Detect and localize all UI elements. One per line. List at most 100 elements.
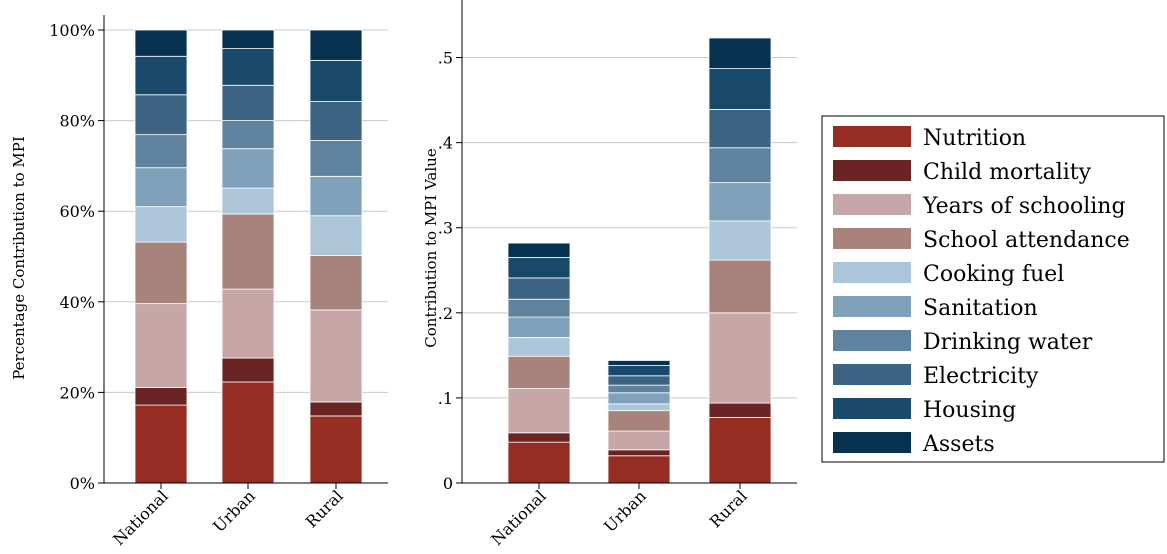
bar-segment	[708, 68, 772, 110]
y-tick-label: 80%	[59, 112, 95, 131]
legend-swatch	[833, 228, 911, 249]
bar-segment	[507, 298, 571, 318]
bar-segment	[134, 94, 188, 136]
bar-segment	[607, 365, 671, 377]
bar-segment	[507, 432, 571, 443]
y-tick-label: 0	[443, 474, 453, 493]
bar-segment	[708, 109, 772, 149]
bar-segment	[607, 410, 671, 432]
bar-segment	[309, 59, 363, 102]
bar-segment	[607, 392, 671, 405]
bar-segment	[221, 187, 275, 215]
legend-swatch	[833, 330, 911, 351]
y-tick-label: .2	[438, 304, 453, 323]
bar-segment	[607, 403, 671, 412]
y-tick-label: .5	[438, 49, 453, 68]
x-tick-label: National	[109, 486, 172, 549]
bar-segment	[708, 417, 772, 484]
legend-label: Electricity	[923, 364, 1039, 389]
x-tick-label: Urban	[209, 486, 259, 536]
y-axis-label: Percentage Contribution to MPI	[10, 136, 28, 380]
bar-segment	[134, 167, 188, 208]
bar-segment	[309, 215, 363, 256]
bar-segment	[221, 48, 275, 86]
bar-segment	[309, 175, 363, 217]
bar-segment	[134, 387, 188, 406]
x-tick-label: Rural	[302, 486, 347, 531]
bar-segment	[607, 384, 671, 394]
y-tick-label: 0%	[70, 474, 95, 493]
bar-segment	[134, 55, 188, 96]
legend-label: Assets	[922, 432, 995, 457]
bar-segment	[708, 182, 772, 222]
legend-swatch	[833, 398, 911, 419]
bar-segment	[221, 213, 275, 290]
y-tick-label: .1	[438, 389, 453, 408]
bar-segment	[309, 140, 363, 177]
bar-segment	[221, 357, 275, 383]
bar-segment	[221, 84, 275, 121]
bar-segment	[309, 29, 363, 61]
bar-segment	[134, 134, 188, 169]
bar-segment	[507, 388, 571, 434]
bar-segment	[708, 147, 772, 184]
y-tick-label: .3	[438, 219, 453, 238]
mpi-value-contribution-chart: 0 .1 .2 .3 .4 .5 National Urban Rural Contributio…	[422, 0, 797, 549]
legend-swatch	[833, 194, 911, 215]
bar-segment	[134, 29, 188, 57]
legend-label: Child mortality	[923, 160, 1092, 185]
legend-swatch	[833, 160, 911, 181]
bar-segment	[607, 360, 671, 366]
legend-swatch	[833, 432, 911, 453]
legend-swatch	[833, 364, 911, 385]
legend-label: Housing	[923, 398, 1016, 423]
bar-segment	[221, 288, 275, 359]
bar-segment	[708, 220, 772, 261]
bar-segment	[708, 312, 772, 404]
bar-segment	[507, 337, 571, 357]
bar-segment	[309, 101, 363, 141]
percentage-contribution-chart: 0% 20% 40% 60% 80% 100% National Urban Rural Perc…	[10, 15, 388, 549]
legend-label: Cooking fuel	[923, 262, 1064, 287]
bar-segment	[221, 29, 275, 49]
legend-label: School attendance	[923, 228, 1130, 253]
bar-segment	[708, 37, 772, 70]
bar-segment	[507, 257, 571, 279]
x-tick-label: National	[487, 486, 550, 549]
bar-segment	[309, 401, 363, 417]
bar-segment	[607, 449, 671, 457]
bar-segment	[221, 120, 275, 150]
bar-segment	[134, 206, 188, 243]
x-tick-label: Urban	[600, 486, 650, 536]
bar-segment	[309, 255, 363, 311]
bar-segment	[134, 241, 188, 305]
legend-label: Sanitation	[923, 296, 1038, 321]
bar-segment	[507, 242, 571, 258]
y-tick-label: 20%	[59, 383, 95, 402]
chart-legend: Nutrition Child mortality Years of schooli…	[821, 115, 1165, 463]
bar-segment	[134, 404, 188, 484]
bar-segment	[134, 303, 188, 388]
legend-label: Drinking water	[923, 330, 1093, 355]
y-tick-label: 60%	[59, 202, 95, 221]
bar-segment	[607, 455, 671, 484]
legend-swatch	[833, 262, 911, 283]
bar-segment	[309, 415, 363, 484]
bar-segment	[221, 381, 275, 484]
y-axis-label: Contribution to MPI Value	[422, 148, 440, 348]
bar-segment	[507, 316, 571, 338]
bar-segment	[507, 441, 571, 484]
y-tick-label: 100%	[49, 21, 95, 40]
bar-segment	[507, 277, 571, 300]
bar-segment	[221, 148, 275, 189]
legend-swatch	[833, 126, 911, 147]
y-tick-label: 40%	[59, 293, 95, 312]
x-tick-label: Rural	[706, 486, 751, 531]
bar-segment	[507, 355, 571, 389]
bar-segment	[309, 309, 363, 403]
legend-label: Years of schooling	[922, 194, 1126, 219]
y-tick-label: .4	[438, 134, 453, 153]
bar-segment	[607, 375, 671, 386]
bar-segment	[708, 402, 772, 418]
